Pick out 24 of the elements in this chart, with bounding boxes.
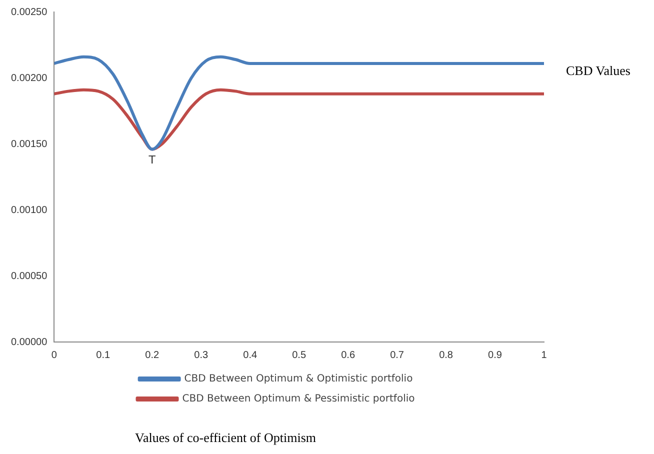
x-tick-label: 0.7 bbox=[390, 350, 404, 361]
y-tick-label: 0.00100 bbox=[10, 204, 48, 216]
x-tick-label: 0.6 bbox=[341, 350, 356, 361]
x-tick-label: 0.5 bbox=[292, 350, 306, 361]
x-tick-label: 0.8 bbox=[439, 350, 454, 361]
y-tick-label: 0.00050 bbox=[10, 270, 48, 282]
line-series bbox=[54, 55, 544, 151]
x-tick-label: 0.2 bbox=[145, 350, 160, 361]
legend-label: CBD Between Optimum & Optimistic portfolio bbox=[184, 374, 413, 385]
y-axis-title: CBD Values bbox=[566, 62, 630, 78]
x-tick-label: 1 bbox=[541, 350, 548, 361]
line-series bbox=[54, 88, 544, 151]
annotation: T bbox=[148, 154, 156, 167]
x-tick-label: 0.3 bbox=[194, 350, 208, 361]
x-tick-label: 0 bbox=[51, 350, 58, 361]
legend-label: CBD Between Optimum & Pessimistic portfolio bbox=[182, 394, 415, 405]
x-tick-label: 0.1 bbox=[96, 350, 111, 361]
y-tick-label: 0.00000 bbox=[10, 336, 48, 348]
y-tick-label: 0.00250 bbox=[10, 6, 48, 18]
y-tick-label: 0.00150 bbox=[10, 138, 48, 150]
x-tick-label: 0.9 bbox=[488, 350, 502, 361]
y-tick-label: 0.00200 bbox=[10, 72, 48, 84]
text: Values of co-efficient of Optimism bbox=[135, 430, 316, 445]
x-tick-label: 0.4 bbox=[243, 350, 258, 361]
